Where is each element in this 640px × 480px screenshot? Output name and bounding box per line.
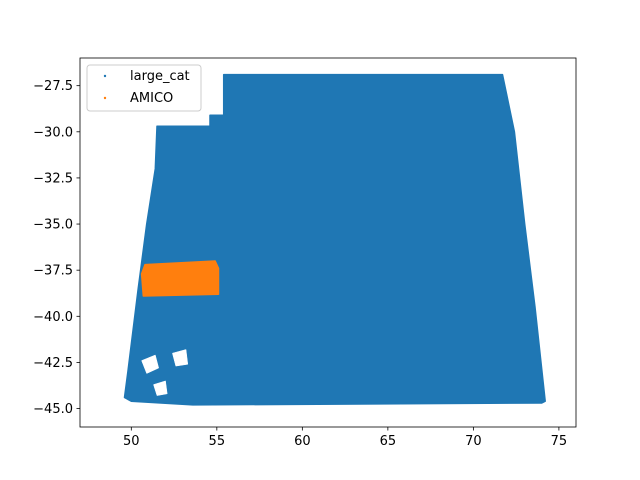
legend-marker-large-cat	[103, 74, 107, 78]
y-tick-label: −32.5	[33, 171, 73, 186]
plot-area	[123, 73, 546, 406]
x-tick-label: 55	[209, 434, 226, 449]
legend-label-large-cat: large_cat	[130, 69, 190, 84]
legend-box	[86, 64, 202, 112]
y-tick-label: −35.0	[33, 218, 73, 233]
series-large-cat-gap-0	[141, 354, 159, 374]
legend: large_cat AMICO	[86, 64, 202, 112]
y-tick-label: −27.5	[33, 79, 73, 94]
y-tick-label: −40.0	[33, 310, 73, 325]
axes-frame	[79, 57, 577, 428]
y-tick-label: −42.5	[33, 356, 73, 371]
y-tick-label: −30.0	[33, 125, 73, 140]
series-amico-points	[140, 260, 220, 297]
legend-label-amico: AMICO	[130, 91, 173, 106]
series-large-cat-points	[123, 73, 546, 406]
x-tick-label: 75	[551, 434, 568, 449]
y-tick-label: −45.0	[33, 402, 73, 417]
x-axis: 50 55 60 65 70 75	[123, 427, 567, 449]
y-axis: −27.5 −30.0 −32.5 −35.0 −37.5 −40.0 −42.5 −45.0	[33, 79, 80, 417]
x-tick-label: 50	[123, 434, 140, 449]
series-large-cat-gap-2	[153, 380, 168, 396]
y-tick-label: −37.5	[33, 264, 73, 279]
x-tick-label: 70	[465, 434, 482, 449]
legend-marker-amico	[103, 96, 107, 100]
series-large-cat-gap-1	[172, 349, 189, 367]
x-tick-label: 65	[380, 434, 397, 449]
x-tick-label: 60	[294, 434, 311, 449]
